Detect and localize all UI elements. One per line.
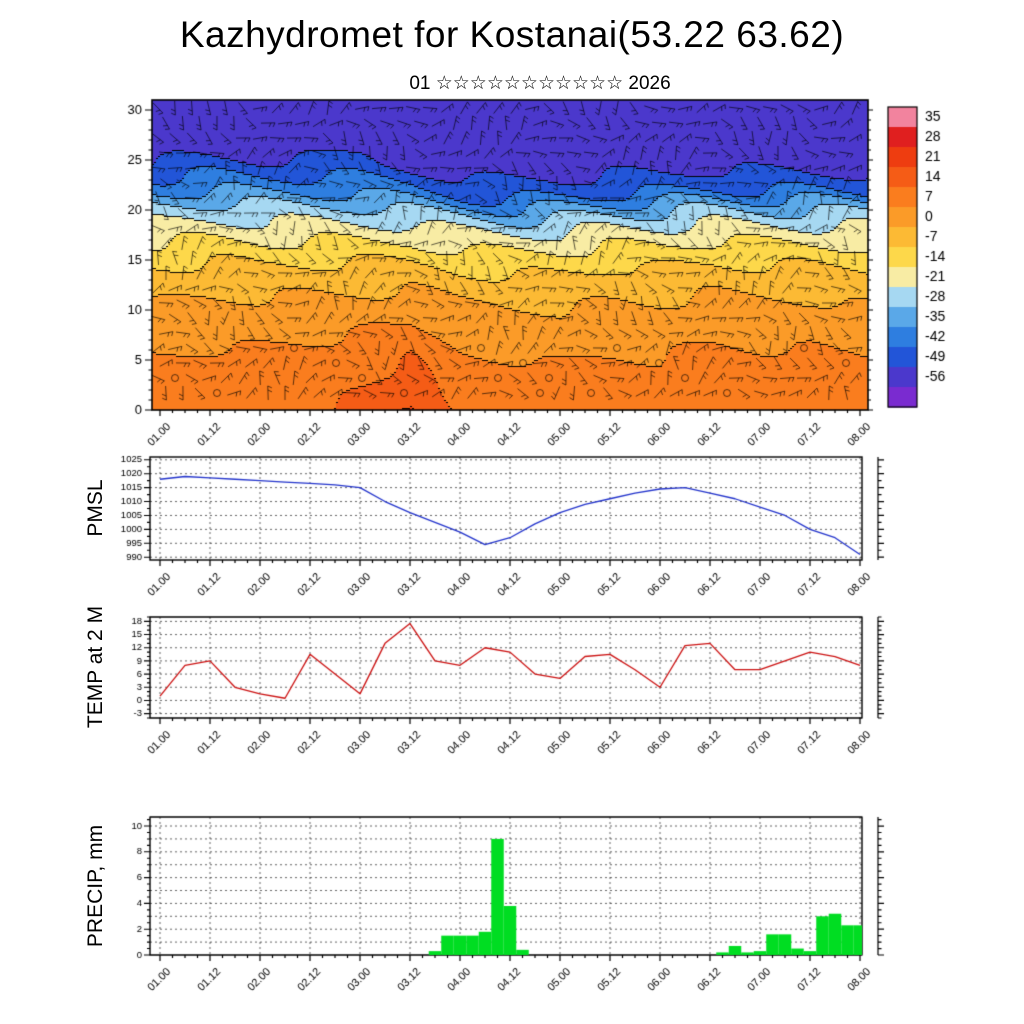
date-subtitle: 01 ☆☆☆☆☆☆☆☆☆☆☆ 2026 [409, 73, 671, 94]
page-title: Kazhydromet for Kostanai(53.22 63.62) [179, 14, 845, 55]
pmsl-axis-title: PMSL [84, 479, 107, 537]
temp-axis-title: TEMP at 2 M [84, 605, 107, 729]
precip-axis-title: PRECIP, mm [84, 824, 107, 948]
